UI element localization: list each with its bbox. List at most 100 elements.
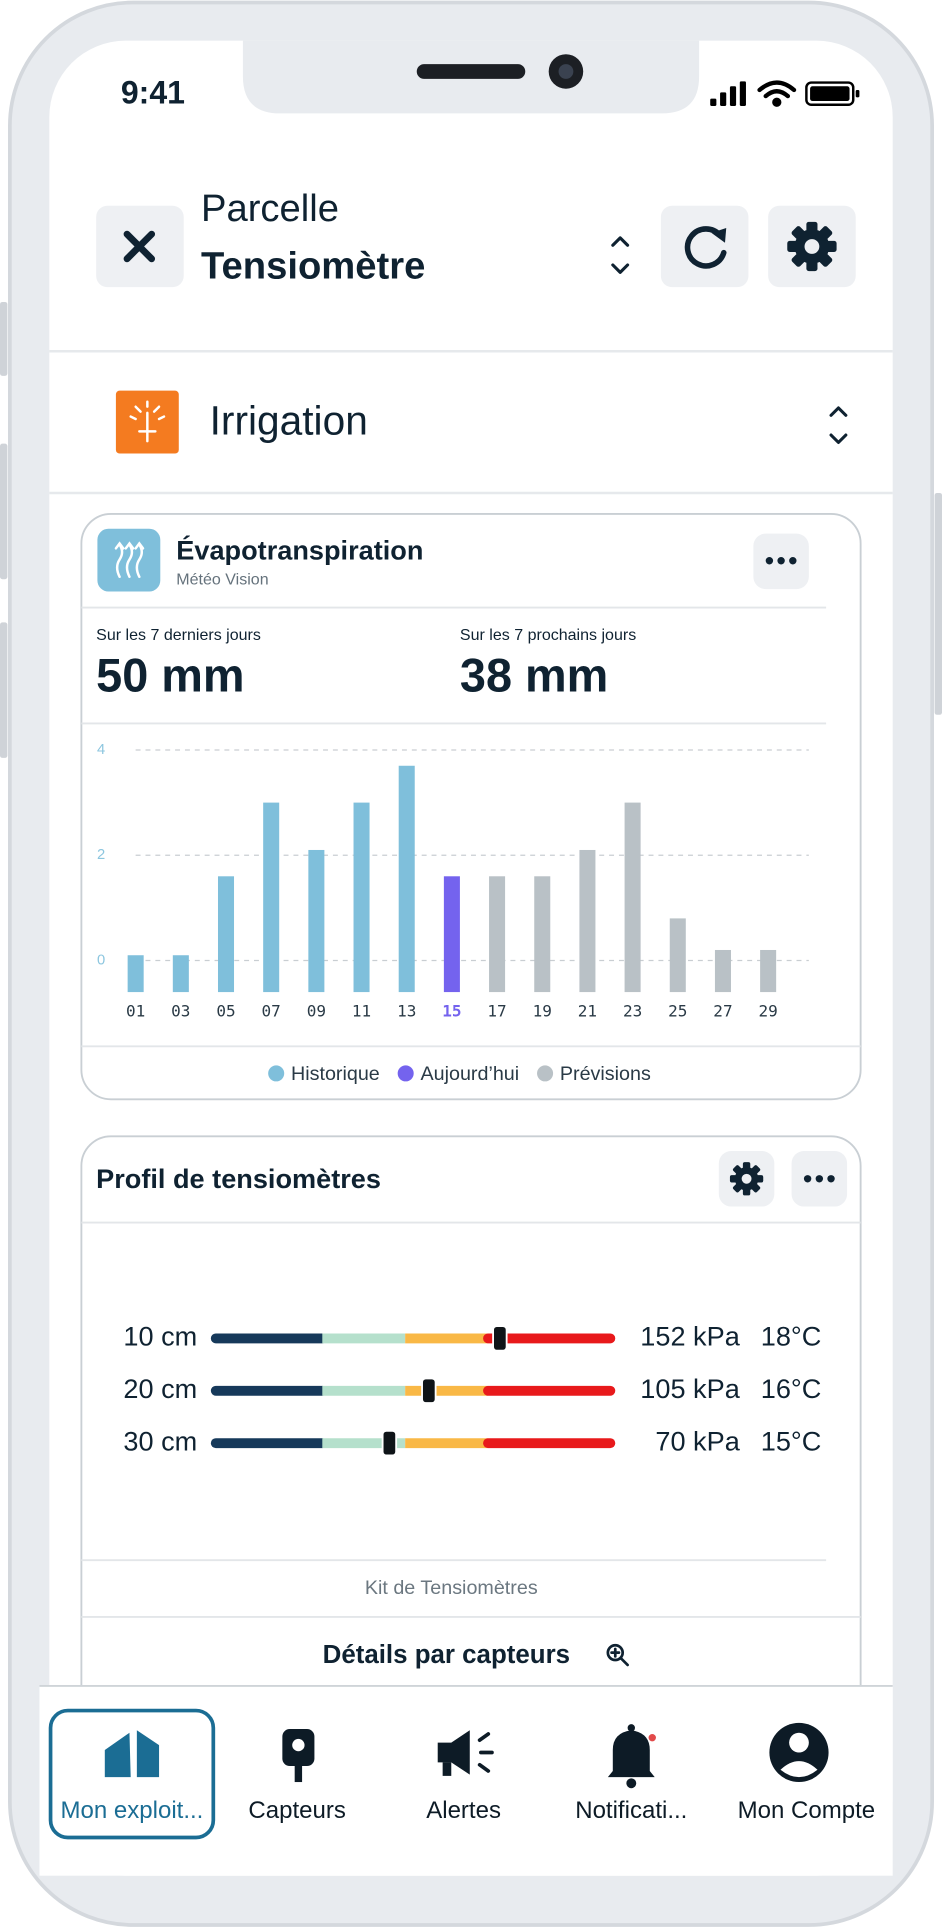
x-tick-label: 03 [171,1001,190,1020]
bar [172,955,189,993]
evapotranspiration-card [80,512,862,1101]
refresh-arrow [711,227,727,243]
bar [760,949,777,993]
tab-label[interactable]: Mon exploit... [60,1797,203,1824]
tab-label[interactable]: Notificati... [575,1797,687,1824]
bar [714,949,731,993]
bar [534,876,551,993]
depth-label: 10 cm [123,1321,197,1352]
close-icon [123,230,156,263]
stat-label: Sur les 7 derniers jours [96,626,261,644]
tab-label[interactable]: Capteurs [248,1797,345,1824]
temperature: 15°C [761,1425,822,1456]
y-tick-label: 0 [97,952,105,968]
side-button [0,622,8,758]
tab-icon-sensor [282,1729,315,1783]
bar [127,955,144,993]
legend-label: Prévisions [560,1063,651,1085]
x-tick-label: 29 [758,1001,777,1020]
y-tick-label: 4 [97,742,105,758]
x-tick-label: 17 [487,1001,506,1020]
tab-bar [39,1685,893,1876]
tension-value: 70 kPa [655,1425,740,1456]
wifi-icon [757,80,797,107]
zoom-icon [606,1643,629,1667]
legend-label: Aujourd’hui [420,1063,519,1085]
battery-tip [855,89,860,98]
stat-label: Sur les 7 prochains jours [460,626,636,644]
x-tick-label: 09 [307,1001,326,1020]
bar [308,849,325,993]
x-tick-label: 27 [713,1001,732,1020]
tab-label[interactable]: Mon Compte [738,1797,876,1824]
gauge-marker [381,1429,398,1457]
active-tab-outline[interactable] [48,1708,216,1840]
x-tick-label: 15 [442,1001,461,1020]
camera-lens [558,64,574,79]
refresh-button[interactable] [660,205,749,288]
stat-value: 38 mm [460,649,608,701]
refresh-icon [684,226,727,269]
x-tick-label: 23 [623,1001,642,1020]
bar [624,802,641,993]
section-title: Irrigation [210,398,368,444]
bar-chart: 0 2 4 01 03 05 07 09 11 13 15 17 19 21 23 25 27 29 [97,742,809,1020]
tensiometer-rows: 10 cm 152 kPa 18°C 20 cm 105 kPa 16°C 30 cm 70 … [123,1321,821,1457]
select-chevron[interactable] [611,236,630,274]
y-tick-label: 2 [97,847,105,863]
side-button [934,492,942,715]
tab-icon-account [769,1722,829,1783]
status-time: 9:41 [121,74,185,110]
bar [489,876,506,993]
bar [353,802,370,993]
bar [217,876,235,993]
battery-icon [805,81,855,106]
x-tick-label: 19 [533,1001,552,1020]
tab-icon-home [104,1730,160,1778]
legend-label: Historique [291,1063,380,1085]
legend: Historique Aujourd’hui Prévisions [268,1063,651,1085]
details-link[interactable]: Détails par capteurs [323,1641,570,1669]
settings-icon [729,1162,764,1196]
tab-icon-alert [437,1730,494,1776]
stats: Sur les 7 derniers jours 50 mm Sur les 7 p… [96,626,636,701]
card-subtitle: Météo Vision [176,571,268,589]
bar [579,849,596,993]
depth-label: 30 cm [123,1425,197,1456]
tab-label[interactable]: Alertes [426,1797,501,1824]
tension-value: 152 kPa [640,1321,740,1352]
settings-icon [787,221,837,272]
section-chevron[interactable] [829,406,848,444]
side-button [0,443,8,580]
battery-level [810,86,850,102]
bar [443,876,460,993]
card-title: Évapotranspiration [176,534,423,565]
legend-swatch [268,1065,285,1082]
card-title: Profil de tensiomètres [96,1163,381,1194]
x-tick-label: 25 [668,1001,687,1020]
stat-value: 50 mm [96,649,244,701]
bar [669,918,686,993]
more-icon [765,557,797,565]
legend-swatch [397,1065,414,1082]
tab-labels: Mon exploit... Capteurs Alertes Notificati.… [48,1708,876,1840]
temperature: 18°C [761,1321,822,1352]
speaker [416,64,526,79]
side-button [0,301,8,376]
tab-icon-bell [607,1724,656,1789]
x-tick-label: 11 [352,1001,371,1020]
x-tick-label: 01 [126,1001,145,1020]
bar [263,802,280,993]
evapotranspiration-glyph [114,541,145,578]
gauge-marker [421,1377,437,1405]
signal-icon [710,81,746,106]
x-tick-label: 13 [397,1001,416,1020]
x-tick-label: 05 [216,1001,235,1020]
tension-value: 105 kPa [640,1373,740,1404]
header-title: Tensiomètre [201,245,425,288]
gauge-marker [492,1325,508,1352]
